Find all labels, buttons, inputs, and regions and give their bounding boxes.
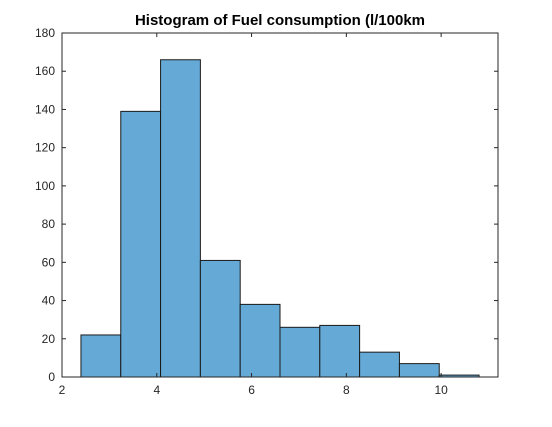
x-tick-label: 10 [434,383,448,397]
y-tick-label: 0 [48,370,55,384]
histogram-bar [319,324,361,378]
histogram-bar [359,351,400,378]
y-tick-label: 140 [35,102,55,116]
histogram-bar [80,334,122,378]
y-tick-label: 180 [35,26,55,40]
y-tick-label: 60 [42,255,56,269]
histogram-bar [160,59,201,378]
histogram-bar [279,326,321,378]
histogram-bar [120,110,162,378]
histogram-bar [398,363,440,378]
y-tick-label: 160 [35,64,55,78]
chart-title: Histogram of Fuel consumption (l/100km [135,12,425,29]
y-tick-label: 40 [42,294,56,308]
y-axis: 0 20 40 60 80 100 120 140 160 180 [35,26,498,384]
histogram-bar [199,259,241,378]
x-tick-label: 2 [59,383,66,397]
histogram-bar [239,303,281,378]
x-tick-label: 4 [153,383,160,397]
axes-box [61,32,499,378]
bars-group [80,59,480,378]
y-tick-label: 100 [35,179,55,193]
x-axis: 2 4 6 8 10 [59,33,448,397]
y-tick-label: 20 [42,332,56,346]
y-tick-label: 120 [35,141,55,155]
y-tick-label: 80 [42,217,56,231]
x-tick-label: 8 [343,383,350,397]
x-tick-label: 6 [248,383,255,397]
